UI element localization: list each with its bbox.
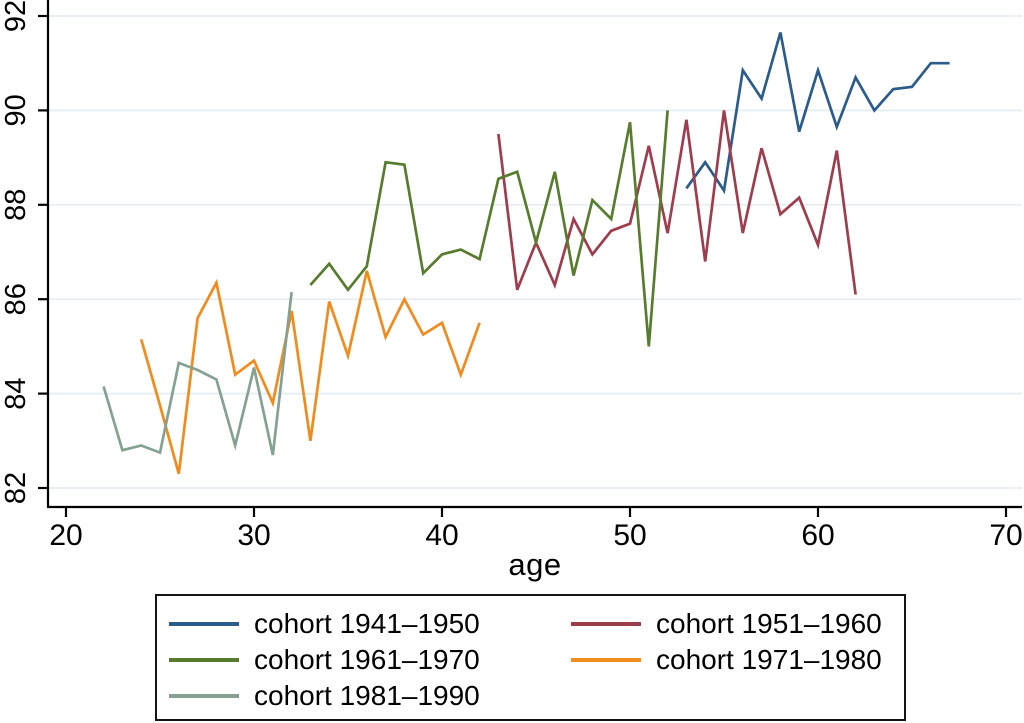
x-tick-label-70: 70 [989, 519, 1022, 552]
y-tick-label-92: 92 [0, 0, 32, 32]
legend-line-swatch [169, 658, 239, 662]
y-tick-label-88: 88 [0, 189, 32, 221]
series-line-2 [497, 110, 857, 295]
y-tick-label-84: 84 [0, 377, 32, 409]
series-line-1 [685, 32, 950, 195]
y-tick-label-90: 90 [0, 94, 32, 126]
legend-item-2: cohort 1951–1960 [559, 608, 904, 640]
legend-line-swatch [571, 622, 641, 626]
x-tick-label-50: 50 [613, 519, 646, 552]
legend-item-1: cohort 1941–1950 [157, 608, 559, 640]
y-tick-label-82: 82 [0, 472, 32, 504]
legend-line-swatch [169, 622, 239, 626]
y-tick-label-86: 86 [0, 283, 32, 315]
legend-line-swatch [571, 658, 641, 662]
series-line-5 [102, 291, 293, 456]
x-tick-label-60: 60 [801, 519, 834, 552]
x-axis-title: age [508, 547, 562, 582]
legend-label: cohort 1941–1950 [254, 608, 480, 639]
legend: cohort 1941–1950 cohort 1951–1960 cohort 1… [155, 594, 906, 721]
legend-line-swatch [169, 694, 239, 698]
series-line-4 [139, 270, 481, 475]
legend-label: cohort 1981–1990 [254, 680, 480, 711]
legend-item-4: cohort 1971–1980 [559, 644, 904, 676]
legend-label: cohort 1961–1970 [254, 644, 480, 675]
legend-item-3: cohort 1961–1970 [157, 644, 559, 676]
legend-item-5: cohort 1981–1990 [157, 680, 559, 712]
x-tick-label-40: 40 [425, 519, 458, 552]
series-line-3 [309, 110, 669, 347]
line-chart-canvas: 82 84 86 88 90 92 20 30 40 50 60 70 [0, 0, 1023, 552]
legend-label: cohort 1951–1960 [656, 608, 882, 639]
x-tick-label-20: 20 [49, 519, 82, 552]
x-tick-label-30: 30 [237, 519, 270, 552]
legend-label: cohort 1971–1980 [656, 644, 882, 675]
